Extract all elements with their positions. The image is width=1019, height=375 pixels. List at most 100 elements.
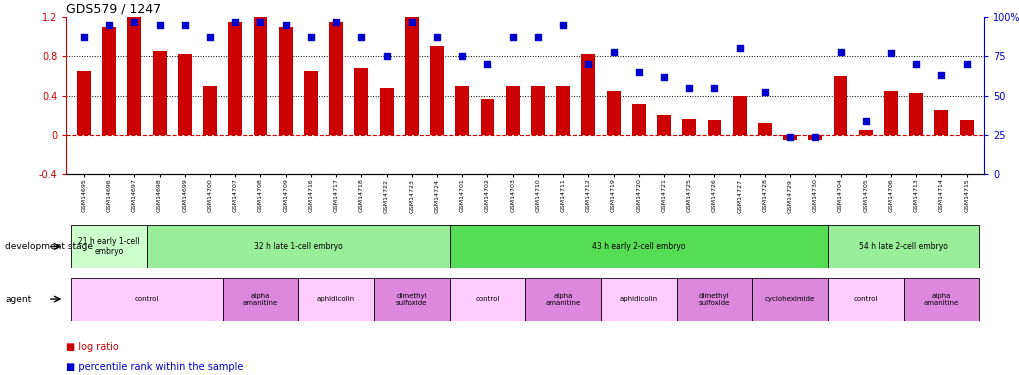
Point [404,19,420,25]
Bar [203,86,217,135]
Bar [449,278,525,321]
Bar [505,86,519,135]
Bar [656,116,671,135]
Point [101,22,117,28]
Point [580,61,596,67]
Point [554,22,571,28]
Text: 43 h early 2-cell embryo: 43 h early 2-cell embryo [591,242,685,251]
Point [529,34,545,40]
Text: 32 h late 1-cell embryo: 32 h late 1-cell embryo [254,242,342,251]
Bar [374,278,449,321]
Point [857,118,873,124]
Bar [752,278,827,321]
Point [252,19,268,25]
Bar [707,120,720,135]
Text: alpha
amanitine: alpha amanitine [545,292,580,306]
Point [126,19,143,25]
Bar [454,86,469,135]
Bar [71,225,147,268]
Bar [222,278,298,321]
Point [882,50,899,56]
Point [731,45,747,51]
Bar [908,93,922,135]
Bar [127,17,142,135]
Bar [732,96,746,135]
Text: aphidicolin: aphidicolin [317,296,355,302]
Point [176,22,193,28]
Text: 21 h early 1-cell
embryo: 21 h early 1-cell embryo [78,237,140,256]
Bar [254,17,267,135]
Point [782,134,798,140]
Text: cycloheximide: cycloheximide [764,296,814,302]
Bar [827,278,903,321]
Point [303,34,319,40]
Point [353,34,369,40]
Point [151,22,167,28]
Text: control: control [135,296,159,302]
Bar [933,110,948,135]
Point [806,134,822,140]
Point [655,74,672,80]
Bar [833,76,847,135]
Text: dimethyl
sulfoxide: dimethyl sulfoxide [395,292,427,306]
Bar [600,278,676,321]
Point [479,61,495,67]
Point [958,61,974,67]
Text: aphidicolin: aphidicolin [620,296,657,302]
Point [705,85,721,91]
Point [328,19,344,25]
Bar [278,27,292,135]
Bar [298,278,374,321]
Text: development stage: development stage [5,242,93,251]
Bar [581,54,595,135]
Bar [808,135,821,140]
Bar [525,278,600,321]
Bar [430,46,443,135]
Text: alpha
amanitine: alpha amanitine [923,292,958,306]
Bar [631,104,645,135]
Bar [153,51,166,135]
Point [453,53,470,59]
Bar [783,135,796,140]
Bar [379,88,393,135]
Point [277,22,293,28]
Bar [449,225,827,268]
Bar [405,17,419,135]
Text: ■ log ratio: ■ log ratio [66,342,119,352]
Text: control: control [475,296,499,302]
Bar [827,225,978,268]
Point [504,34,521,40]
Bar [71,278,222,321]
Bar [676,278,752,321]
Bar [883,91,897,135]
Bar [682,119,696,135]
Point [75,34,92,40]
Point [378,53,394,59]
Bar [329,22,342,135]
Text: control: control [853,296,877,302]
Point [756,90,772,96]
Bar [102,27,116,135]
Bar [304,71,318,135]
Bar [228,22,242,135]
Text: alpha
amanitine: alpha amanitine [243,292,278,306]
Bar [177,54,192,135]
Bar [77,71,91,135]
Bar [959,120,972,135]
Point [630,69,646,75]
Bar [858,130,872,135]
Bar [757,123,771,135]
Bar [480,99,494,135]
Text: ■ percentile rank within the sample: ■ percentile rank within the sample [66,363,244,372]
Text: agent: agent [5,295,32,304]
Point [227,19,244,25]
Point [428,34,444,40]
Point [681,85,697,91]
Text: GDS579 / 1247: GDS579 / 1247 [66,2,161,15]
Point [907,61,923,67]
Bar [903,278,978,321]
Bar [354,68,368,135]
Text: 54 h late 2-cell embryo: 54 h late 2-cell embryo [858,242,947,251]
Bar [606,91,620,135]
Bar [147,225,449,268]
